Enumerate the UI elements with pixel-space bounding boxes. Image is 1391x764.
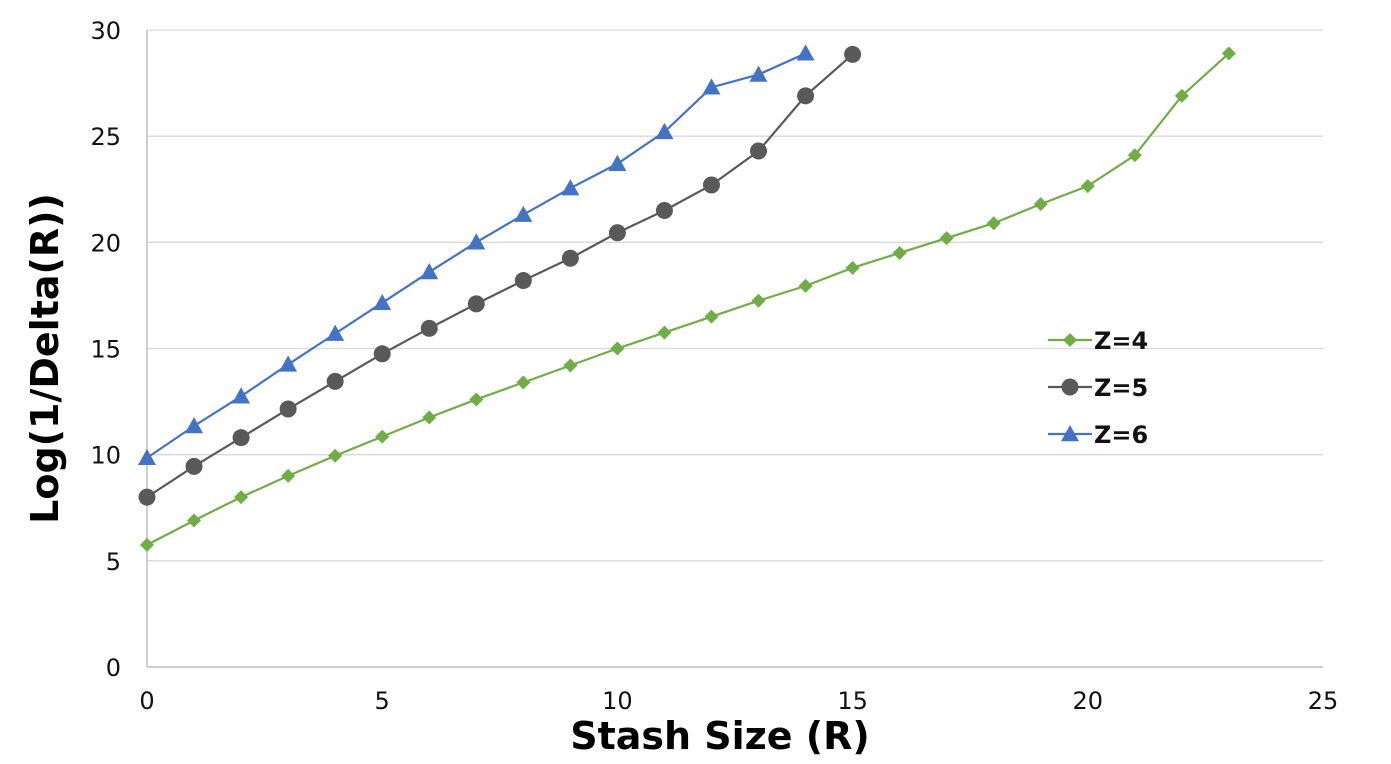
legend-item-z-6: Z=6: [1048, 421, 1148, 449]
data-point-z-4: [1033, 197, 1048, 212]
data-point-z-6: [749, 65, 768, 82]
series-z-4: [140, 46, 1236, 552]
data-point-z-4: [798, 278, 813, 293]
data-point-z-5: [514, 272, 532, 290]
axis-layer: 0 5 10 15 20 25 30 0 5 10 15 20 25: [90, 17, 1338, 715]
x-tick-label-5: 5: [375, 687, 390, 715]
x-tick-label-20: 20: [1073, 687, 1104, 715]
series-z-5: [138, 45, 862, 506]
data-point-z-4: [1221, 46, 1236, 61]
data-point-z-4: [328, 448, 343, 463]
data-point-z-6: [138, 448, 156, 466]
data-point-z-4: [986, 216, 1001, 231]
data-point-z-4: [704, 309, 719, 324]
series-line-z-4: [146, 52, 1230, 546]
data-point-z-4: [1127, 148, 1142, 163]
data-point-z-6: [702, 78, 721, 95]
series-z-6: [138, 44, 815, 466]
y-tick-label-25: 25: [90, 123, 121, 151]
series-line-z-5: [146, 53, 854, 499]
data-point-z-4: [281, 468, 296, 483]
data-point-z-5: [702, 176, 720, 194]
series-layer: [138, 44, 1236, 552]
y-tick-label-15: 15: [90, 336, 121, 364]
data-point-z-6: [232, 387, 251, 404]
data-point-z-5: [750, 142, 768, 160]
data-point-z-6: [420, 263, 439, 280]
legend-label-z-5: Z=5: [1094, 374, 1148, 402]
data-point-z-5: [279, 400, 297, 418]
y-tick-label-0: 0: [106, 654, 121, 682]
data-point-z-5: [844, 45, 862, 63]
data-point-z-6: [796, 44, 815, 61]
legend-label-z-4: Z=4: [1094, 327, 1148, 355]
x-tick-label-10: 10: [602, 687, 633, 715]
data-point-z-6: [514, 205, 533, 222]
data-point-z-4: [657, 325, 672, 340]
data-point-z-4: [751, 293, 766, 308]
y-tick-label-20: 20: [90, 229, 121, 257]
data-point-z-6: [608, 154, 627, 171]
data-point-z-4: [1080, 179, 1095, 194]
legend-item-z-4: Z=4: [1048, 327, 1148, 355]
data-point-z-4: [845, 260, 860, 275]
data-point-z-5: [138, 488, 156, 506]
data-point-z-4: [140, 537, 154, 552]
y-tick-label-10: 10: [90, 442, 121, 470]
data-point-z-6: [467, 233, 486, 250]
data-point-z-6: [561, 179, 580, 196]
data-point-z-5: [797, 87, 815, 105]
data-point-z-6: [326, 324, 345, 341]
legend-label-z-6: Z=6: [1094, 421, 1148, 449]
data-point-z-4: [422, 410, 437, 425]
legend-marker-z-5: [1061, 378, 1079, 396]
data-point-z-4: [1174, 88, 1189, 103]
data-point-z-4: [610, 341, 625, 356]
data-point-z-4: [187, 513, 202, 528]
data-point-z-5: [373, 345, 391, 363]
data-point-z-5: [655, 201, 673, 219]
data-point-z-6: [279, 355, 298, 372]
data-point-z-5: [608, 224, 626, 242]
legend-marker-z-6: [1061, 425, 1079, 442]
data-point-z-5: [232, 429, 250, 447]
x-tick-label-25: 25: [1308, 687, 1339, 715]
legend: Z=4 Z=5 Z=6: [1048, 327, 1148, 449]
y-axis-title: Log(1/Delta(R)): [23, 193, 67, 524]
data-point-z-5: [420, 319, 438, 337]
data-point-z-4: [892, 245, 907, 260]
data-point-z-6: [185, 417, 204, 434]
data-point-z-5: [326, 372, 344, 390]
x-tick-label-0: 0: [139, 687, 154, 715]
grid-layer: [147, 29, 1323, 562]
data-point-z-6: [655, 122, 674, 140]
data-point-z-6: [373, 293, 392, 311]
y-tick-label-30: 30: [90, 17, 121, 45]
legend-marker-z-4: [1063, 333, 1077, 347]
data-point-z-4: [939, 231, 954, 246]
x-axis-title: Stash Size (R): [570, 714, 870, 758]
x-tick-label-15: 15: [837, 687, 868, 715]
data-point-z-4: [469, 392, 484, 407]
data-point-z-5: [185, 457, 203, 475]
legend-item-z-5: Z=5: [1048, 374, 1148, 402]
data-point-z-4: [516, 375, 531, 390]
data-point-z-4: [375, 429, 390, 444]
data-point-z-5: [561, 249, 579, 267]
data-point-z-4: [563, 358, 578, 373]
data-point-z-5: [467, 295, 485, 313]
y-tick-label-5: 5: [106, 548, 121, 576]
data-point-z-4: [234, 490, 249, 505]
